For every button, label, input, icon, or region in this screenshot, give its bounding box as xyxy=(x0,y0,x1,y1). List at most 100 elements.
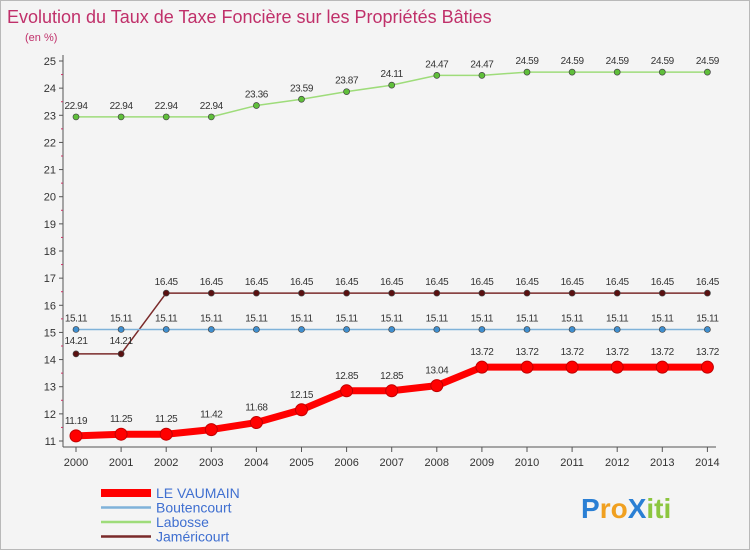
axes: 11 12 13 14 15 16 17 18 19 20 21 22 23 24 25 2000 2001 20… xyxy=(44,55,720,469)
legend-label: Labosse xyxy=(156,514,209,530)
data-point xyxy=(520,360,534,374)
data-point xyxy=(249,416,263,430)
data-label: 15.11 xyxy=(426,313,449,324)
y-tick-label: 22 xyxy=(44,137,56,149)
x-tick-label: 2013 xyxy=(650,457,674,469)
y-tick-label: 14 xyxy=(44,355,56,367)
data-label: 16.45 xyxy=(651,277,675,288)
data-point xyxy=(162,289,170,297)
data-point xyxy=(388,326,396,333)
data-label: 22.94 xyxy=(200,101,224,112)
data-point xyxy=(162,113,170,121)
data-point xyxy=(253,289,260,297)
data-label: 22.94 xyxy=(155,101,179,112)
data-point xyxy=(478,326,486,333)
data-point xyxy=(658,68,666,76)
data-point xyxy=(478,289,486,297)
data-label: 13.72 xyxy=(515,347,539,358)
data-label: 23.36 xyxy=(245,90,269,101)
data-label: 15.11 xyxy=(245,313,268,324)
data-point xyxy=(72,350,80,358)
data-point xyxy=(117,350,125,358)
data-point xyxy=(253,102,260,109)
data-point xyxy=(523,68,531,76)
data-label: 24.59 xyxy=(651,56,675,67)
data-label: 16.45 xyxy=(515,277,539,288)
data-point xyxy=(385,384,399,398)
data-label: 15.11 xyxy=(200,313,223,324)
data-point xyxy=(433,326,441,333)
x-tick-label: 2014 xyxy=(695,457,719,469)
logo-letter: i xyxy=(664,493,672,524)
data-point xyxy=(658,289,666,297)
data-point xyxy=(207,326,215,333)
data-label: 13.04 xyxy=(425,366,449,377)
data-label: 22.94 xyxy=(64,101,88,112)
x-tick-label: 2012 xyxy=(605,457,629,469)
proxiti-logo: ProXiti xyxy=(581,493,671,524)
data-point xyxy=(207,289,215,297)
data-point xyxy=(655,360,669,374)
data-point xyxy=(478,72,486,79)
x-tick-label: 2005 xyxy=(289,457,313,469)
data-point xyxy=(295,403,308,417)
data-label: 11.68 xyxy=(245,403,268,414)
data-point xyxy=(298,289,305,297)
data-label: 15.11 xyxy=(696,313,719,324)
data-point xyxy=(343,88,350,96)
data-label: 23.87 xyxy=(335,76,359,87)
data-label: 15.11 xyxy=(381,313,404,324)
data-point xyxy=(433,289,441,297)
legend-label: Boutencourt xyxy=(156,500,232,516)
logo-letter: r xyxy=(600,493,611,524)
data-label: 16.45 xyxy=(470,277,494,288)
data-point xyxy=(700,360,714,374)
data-label: 16.45 xyxy=(200,277,224,288)
data-label: 13.72 xyxy=(561,347,585,358)
data-point xyxy=(568,289,576,297)
data-point xyxy=(114,427,128,441)
data-point xyxy=(568,68,576,76)
data-label: 13.72 xyxy=(651,347,675,358)
data-label: 15.11 xyxy=(471,313,494,324)
data-label: 15.11 xyxy=(110,313,133,324)
data-point xyxy=(162,326,170,333)
y-tick-label: 20 xyxy=(44,192,56,204)
data-point xyxy=(433,72,441,79)
x-tick-label: 2004 xyxy=(244,457,268,469)
data-label: 15.11 xyxy=(155,313,178,324)
data-point xyxy=(207,113,215,121)
y-tick-label: 12 xyxy=(44,409,56,421)
x-tick-label: 2003 xyxy=(199,457,223,469)
series-layer xyxy=(69,68,714,443)
data-point xyxy=(430,379,444,393)
data-point xyxy=(204,423,218,437)
data-label: 16.45 xyxy=(155,277,179,288)
data-point xyxy=(72,326,80,333)
data-label: 16.45 xyxy=(425,277,449,288)
data-label: 15.11 xyxy=(561,313,584,324)
data-label: 16.45 xyxy=(606,277,630,288)
data-label: 16.45 xyxy=(245,277,269,288)
data-label: 24.11 xyxy=(381,69,404,80)
data-point xyxy=(610,360,624,374)
data-label: 13.72 xyxy=(696,347,720,358)
data-label: 24.59 xyxy=(696,56,720,67)
x-tick-label: 2001 xyxy=(109,457,133,469)
data-point xyxy=(613,68,621,76)
data-label: 14.21 xyxy=(64,336,88,347)
data-point xyxy=(613,289,621,297)
y-tick-label: 25 xyxy=(44,56,56,68)
data-label: 11.25 xyxy=(155,414,178,425)
data-point xyxy=(253,326,260,333)
logo-letter: i xyxy=(646,493,654,524)
data-label: 16.45 xyxy=(290,277,314,288)
data-label: 24.59 xyxy=(515,56,539,67)
data-label: 13.72 xyxy=(606,347,630,358)
data-point xyxy=(343,289,350,297)
data-label: 24.47 xyxy=(470,59,494,70)
data-label: 24.47 xyxy=(425,59,449,70)
data-label: 16.45 xyxy=(561,277,585,288)
data-point xyxy=(117,326,125,333)
